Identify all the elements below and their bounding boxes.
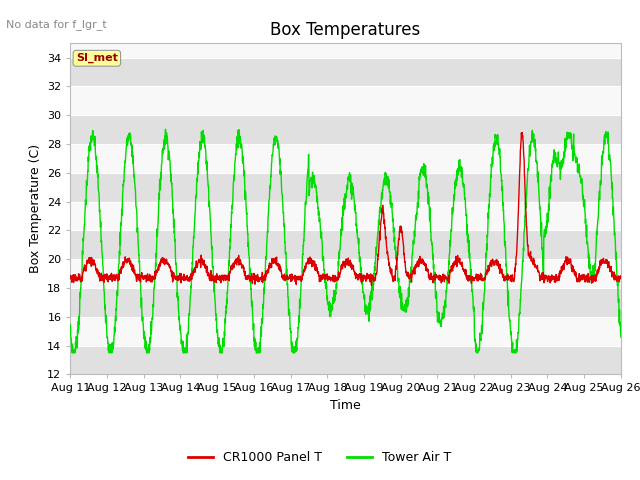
- Bar: [70, 115, 621, 144]
- Text: No data for f_lgr_t: No data for f_lgr_t: [6, 19, 107, 30]
- Bar: [70, 317, 621, 346]
- Legend: CR1000 Panel T, Tower Air T: CR1000 Panel T, Tower Air T: [184, 446, 456, 469]
- Bar: [70, 288, 621, 317]
- Bar: [70, 259, 621, 288]
- Y-axis label: Box Temperature (C): Box Temperature (C): [29, 144, 42, 274]
- X-axis label: Time: Time: [330, 399, 361, 412]
- Bar: [70, 144, 621, 173]
- Bar: [70, 202, 621, 230]
- Bar: [70, 346, 621, 374]
- Text: SI_met: SI_met: [76, 53, 118, 63]
- Bar: [70, 86, 621, 115]
- Bar: [70, 173, 621, 202]
- Bar: [70, 58, 621, 86]
- Bar: [70, 230, 621, 259]
- Title: Box Temperatures: Box Temperatures: [271, 21, 420, 39]
